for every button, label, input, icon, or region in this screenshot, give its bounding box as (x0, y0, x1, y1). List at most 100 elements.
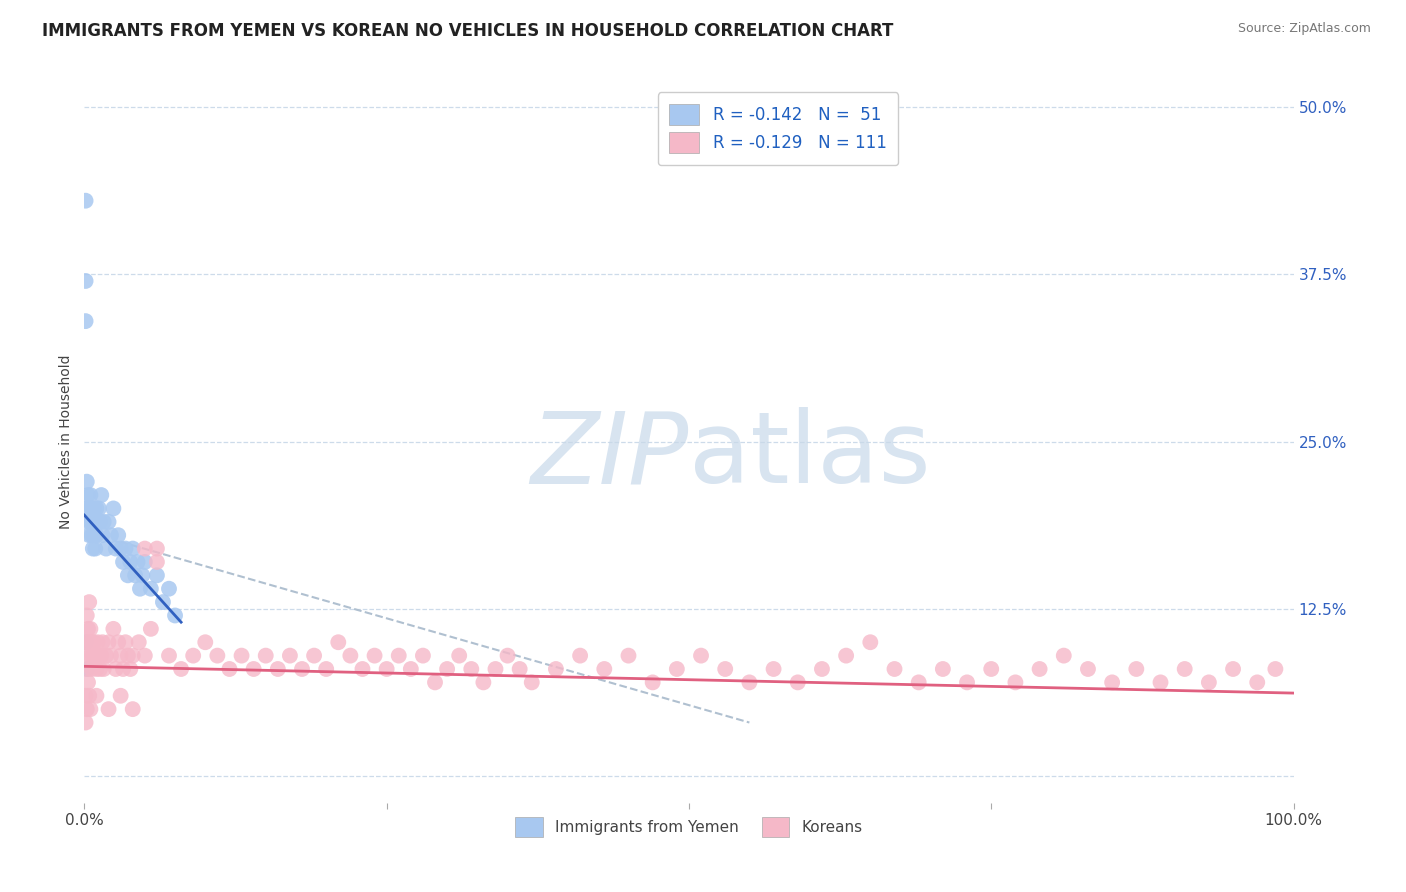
Point (121, 541, 143, 556)
Point (83, 501, 105, 516)
Point (104, 662, 127, 676)
Point (690, 648, 713, 663)
Point (82, 648, 104, 663)
Point (94, 648, 117, 663)
Point (641, 675, 664, 690)
Point (84, 515, 107, 529)
Point (1125, 662, 1147, 676)
Point (76, 608, 98, 623)
Point (110, 541, 132, 556)
Point (86, 662, 108, 676)
Point (97, 702, 120, 716)
Point (242, 662, 264, 676)
Point (90, 488, 112, 502)
Point (77, 501, 100, 516)
Legend: Immigrants from Yemen, Koreans: Immigrants from Yemen, Koreans (506, 808, 872, 846)
Point (980, 662, 1002, 676)
Point (89, 515, 111, 529)
Point (139, 622, 162, 636)
Point (449, 648, 471, 663)
Point (76, 475, 98, 489)
Point (388, 648, 411, 663)
Point (352, 662, 374, 676)
Point (75, 635, 97, 649)
Point (460, 662, 482, 676)
Point (75, 635, 97, 649)
Point (1264, 662, 1286, 676)
Point (1174, 662, 1197, 676)
Point (157, 648, 180, 663)
Point (84, 648, 107, 663)
Point (89, 662, 111, 676)
Point (91, 528, 114, 542)
Point (121, 702, 143, 716)
Y-axis label: No Vehicles in Household: No Vehicles in Household (59, 354, 73, 529)
Point (218, 662, 240, 676)
Point (569, 648, 592, 663)
Point (593, 662, 616, 676)
Point (87, 648, 110, 663)
Point (76, 648, 98, 663)
Point (328, 635, 350, 649)
Point (124, 568, 146, 582)
Point (79, 488, 101, 502)
Point (77, 595, 100, 609)
Text: atlas: atlas (689, 408, 931, 505)
Point (152, 595, 174, 609)
Point (93, 662, 115, 676)
Point (883, 662, 905, 676)
Point (738, 675, 761, 690)
Point (472, 675, 495, 690)
Point (80, 635, 103, 649)
Point (278, 648, 301, 663)
Point (1149, 675, 1171, 690)
Point (811, 662, 834, 676)
Point (207, 648, 229, 663)
Point (82, 515, 104, 529)
Point (75, 194, 97, 208)
Point (79, 515, 101, 529)
Point (170, 662, 193, 676)
Point (762, 662, 785, 676)
Point (112, 662, 135, 676)
Point (146, 568, 169, 582)
Point (120, 555, 142, 569)
Point (103, 622, 125, 636)
Point (83, 635, 105, 649)
Point (146, 541, 169, 556)
Point (77, 635, 100, 649)
Point (254, 648, 277, 663)
Point (1004, 675, 1026, 690)
Point (121, 648, 143, 663)
Point (76, 501, 98, 516)
Point (87, 501, 110, 516)
Point (134, 541, 156, 556)
Point (86, 689, 108, 703)
Point (100, 648, 122, 663)
Point (75, 689, 97, 703)
Point (77, 622, 100, 636)
Point (339, 648, 361, 663)
Point (544, 662, 567, 676)
Point (86, 501, 108, 516)
Point (103, 501, 125, 516)
Point (76, 662, 98, 676)
Point (484, 662, 506, 676)
Point (83, 528, 105, 542)
Point (131, 568, 153, 582)
Point (93, 515, 115, 529)
Point (107, 528, 129, 542)
Point (1222, 662, 1244, 676)
Point (86, 528, 108, 542)
Point (91, 635, 114, 649)
Point (120, 662, 142, 676)
Point (1077, 662, 1099, 676)
Point (509, 662, 531, 676)
Point (859, 635, 882, 649)
Point (1028, 662, 1050, 676)
Point (128, 635, 150, 649)
Point (86, 635, 108, 649)
Text: ZIP: ZIP (530, 408, 689, 505)
Point (129, 582, 152, 596)
Point (97, 515, 120, 529)
